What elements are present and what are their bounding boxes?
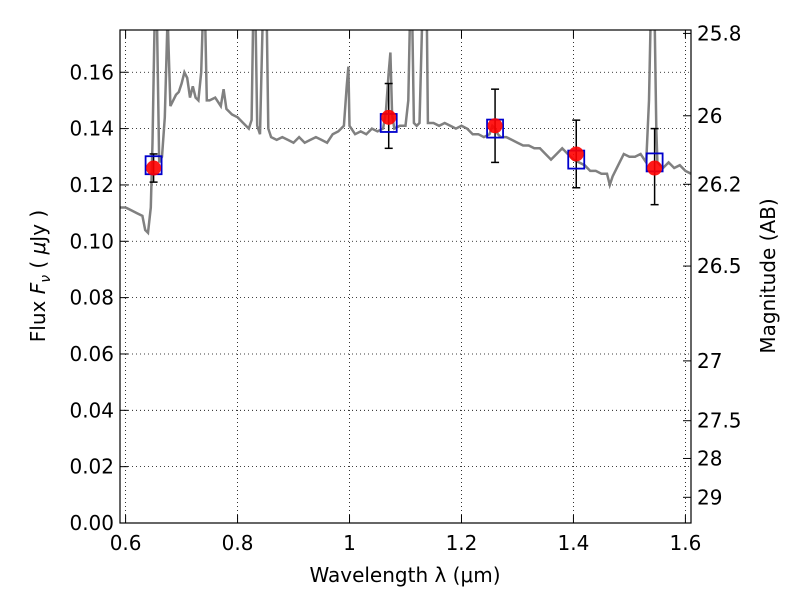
x-tick-label: 1.2 bbox=[446, 531, 478, 555]
y-tick-label: 0.10 bbox=[69, 229, 114, 253]
magnitude-tick-label: 27 bbox=[697, 349, 722, 373]
plot-frame bbox=[119, 29, 692, 524]
x-tick-label: 1.4 bbox=[558, 531, 590, 555]
magnitude-tick-labels: 25.8 26 26.2 26.5 27 27.5 28 29 bbox=[697, 21, 742, 509]
magnitude-tick-label: 26.2 bbox=[697, 172, 742, 196]
magnitude-tick-label: 25.8 bbox=[697, 21, 742, 45]
observed-point bbox=[381, 109, 397, 125]
y-tick-label: 0.16 bbox=[69, 60, 114, 84]
data-markers bbox=[144, 109, 664, 176]
magnitude-tick-label: 28 bbox=[697, 446, 722, 470]
axis-ticks bbox=[120, 30, 691, 524]
x-tick-label: 1.6 bbox=[669, 531, 701, 555]
y2-axis-title: Magnitude (AB) bbox=[756, 198, 780, 353]
magnitude-tick-label: 26 bbox=[697, 104, 722, 128]
y-tick-labels: 0.00 0.02 0.04 0.06 0.08 0.10 0.12 0.14 0.16 bbox=[69, 60, 114, 535]
observed-point bbox=[487, 118, 503, 134]
magnitude-tick-label: 27.5 bbox=[697, 409, 742, 433]
y-tick-label: 0.00 bbox=[69, 511, 114, 535]
y-tick-label: 0.14 bbox=[69, 117, 114, 141]
x-tick-label: 0.6 bbox=[110, 531, 142, 555]
observed-point bbox=[568, 146, 584, 162]
observed-point bbox=[146, 160, 162, 176]
y-axis-title: Flux Fν ( μJy ) bbox=[26, 210, 54, 342]
observed-point bbox=[647, 160, 663, 176]
y-tick-label: 0.04 bbox=[69, 398, 114, 422]
magnitude-tick-label: 26.5 bbox=[697, 254, 742, 278]
x-axis-title: Wavelength λ (μm) bbox=[309, 563, 500, 587]
y-tick-label: 0.02 bbox=[69, 455, 114, 479]
y-tick-label: 0.06 bbox=[69, 342, 114, 366]
x-tick-labels: 0.6 0.8 1 1.2 1.4 1.6 bbox=[110, 531, 702, 555]
x-tick-label: 0.8 bbox=[222, 531, 254, 555]
x-tick-label: 1 bbox=[343, 531, 356, 555]
y-tick-label: 0.08 bbox=[69, 286, 114, 310]
magnitude-tick-label: 29 bbox=[697, 485, 722, 509]
plot-area bbox=[120, 30, 691, 236]
y-tick-label: 0.12 bbox=[69, 173, 114, 197]
